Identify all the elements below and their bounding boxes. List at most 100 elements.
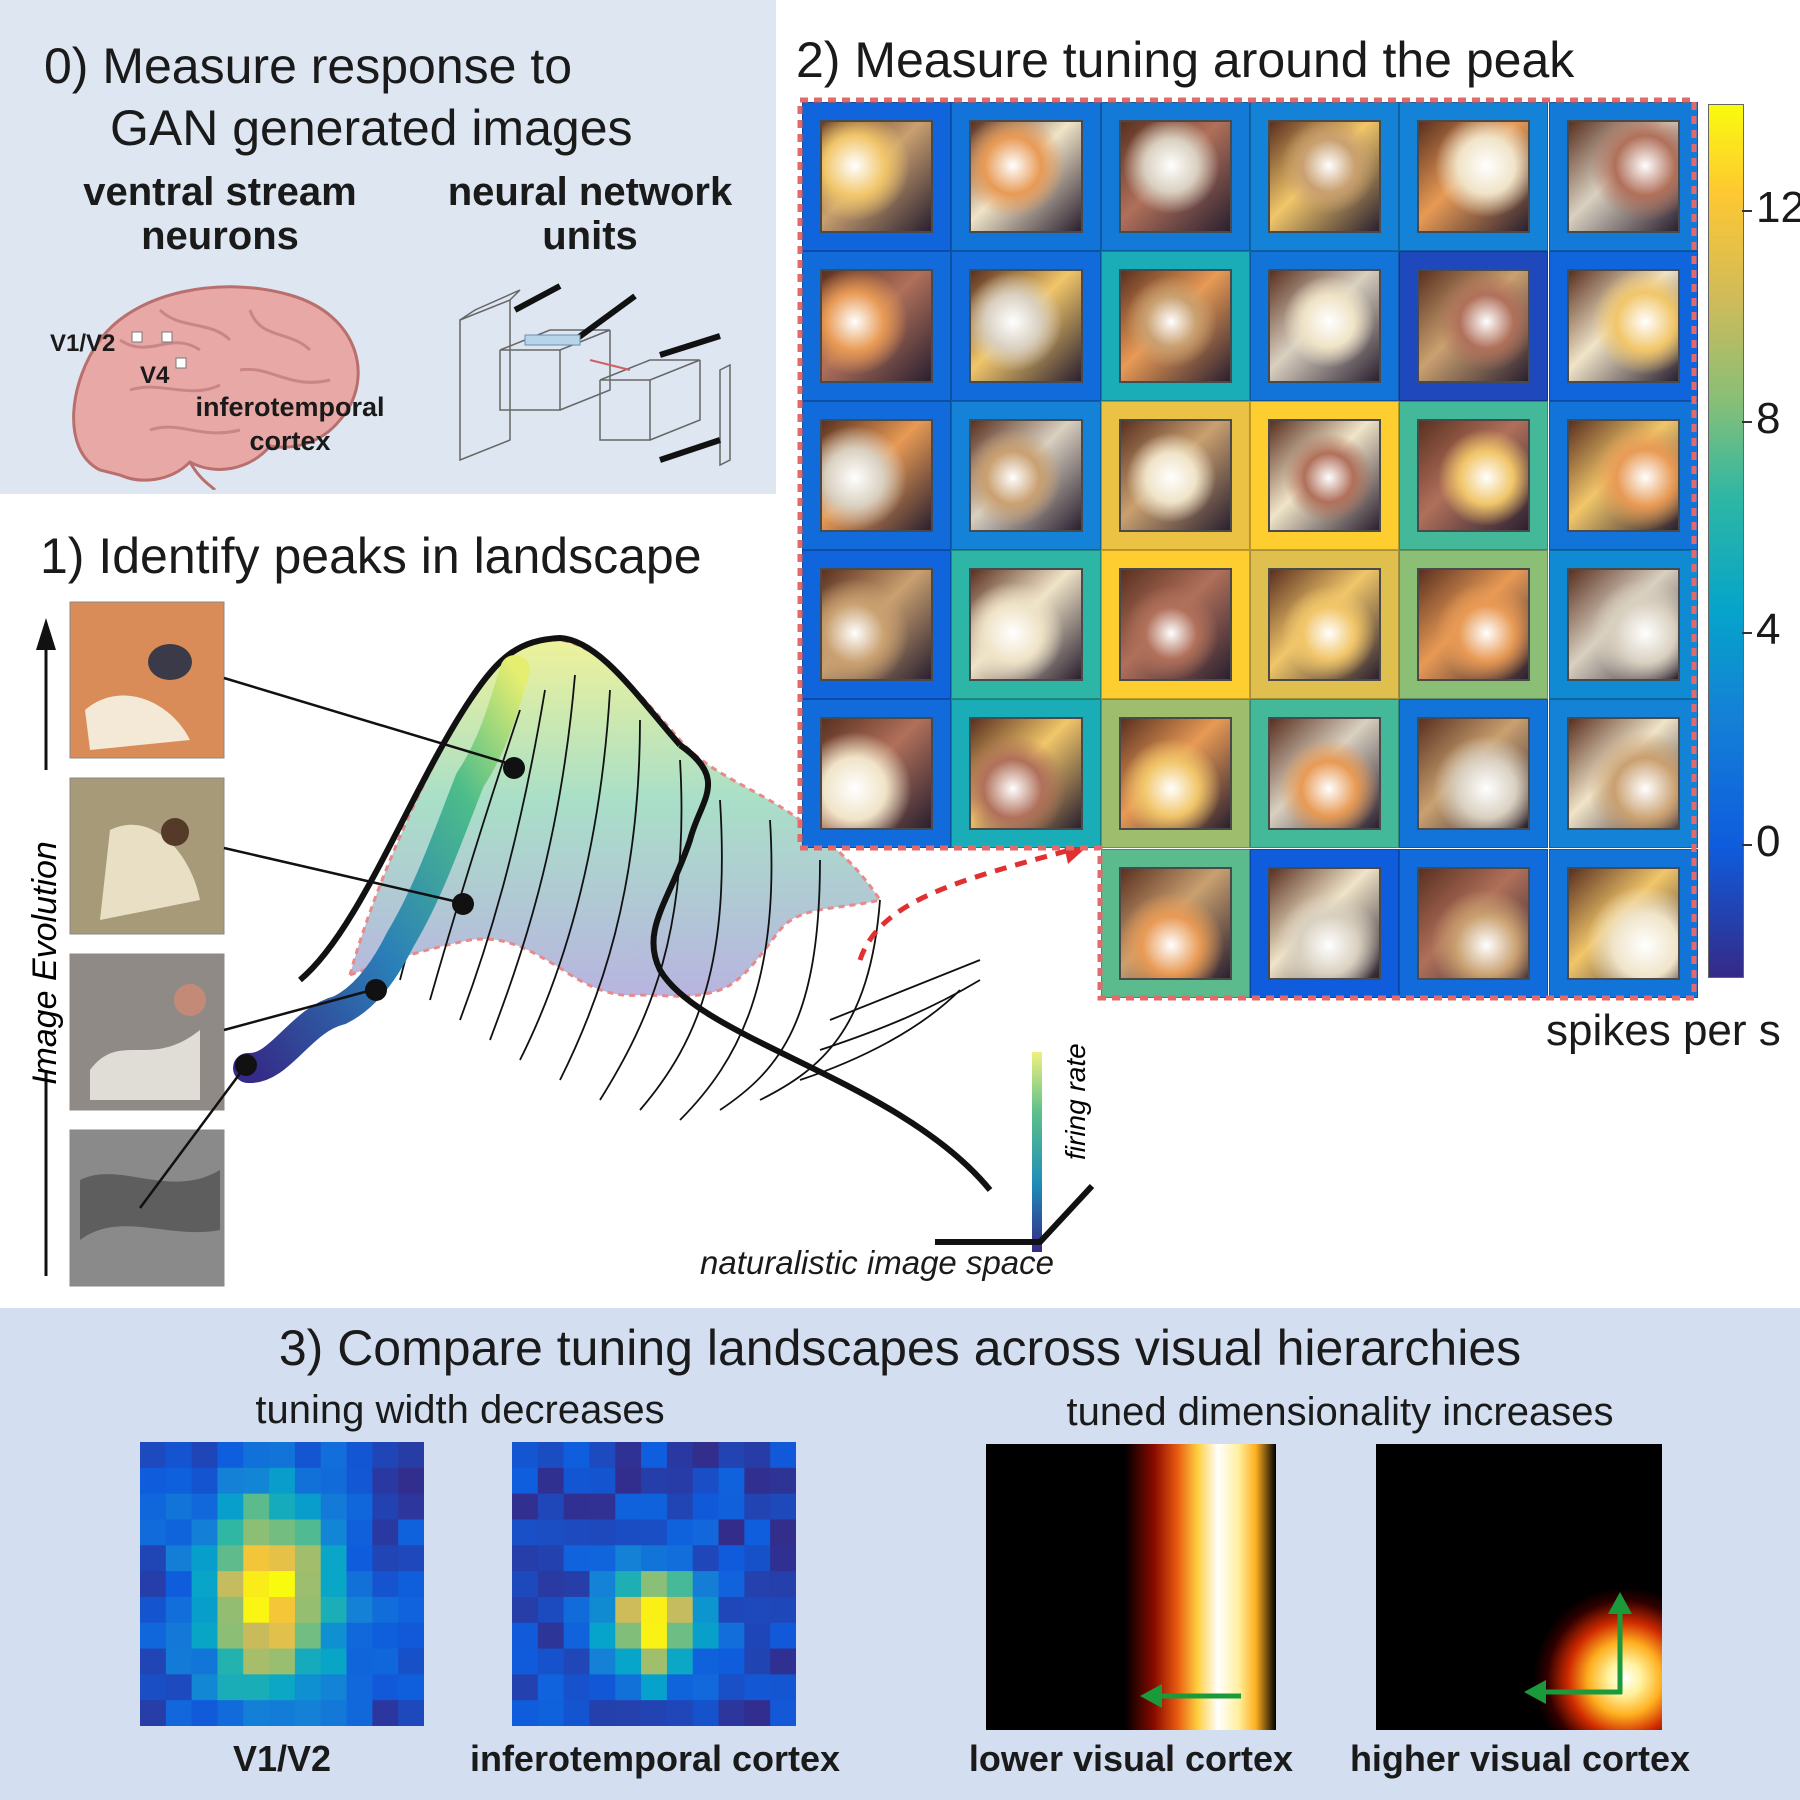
it-heatmap [512,1442,796,1726]
grid-image-r1-c6 [1566,120,1680,234]
grid-cell-r3-c4 [1249,400,1400,550]
green-arrowhead-horizontal [1524,1680,1546,1704]
colorbar-tick-4 [1742,632,1752,635]
grid-cell-r6-c6 [1548,848,1698,998]
grid-cell-r4-c1 [802,549,952,700]
grid-cell-r2-c3 [1100,251,1250,401]
higher-visual-cortex-map [1376,1444,1662,1730]
label-v1v2: V1/V2 [232,1738,332,1779]
grid-image-r6-c3 [1118,866,1232,980]
grid-image-r3-c5 [1417,418,1531,532]
grid-cell-r1-c6 [1548,102,1698,252]
panel-0-title-line2: GAN generated images [110,100,633,156]
grid-image-r2-c1 [820,269,934,383]
grid-cell-r2-c6 [1548,251,1698,401]
grid-image-r5-c2 [969,717,1083,831]
grid-image-r4-c5 [1417,567,1531,682]
grid-image-r5-c3 [1118,717,1232,831]
grid-cell-r2-c1 [802,251,952,401]
grid-image-r3-c3 [1118,418,1232,532]
ventral-stream-heading: ventral stream neurons [60,170,380,258]
colorbar-label-8: 8 [1756,394,1781,444]
grid-image-r6-c4 [1267,866,1382,980]
grid-cell-r1-c4 [1249,102,1400,252]
image-evolution-label: Image Evolution [26,841,64,1085]
green-arrowhead-left [1140,1684,1162,1708]
firing-rate-colorbar [1032,1052,1042,1252]
grid-cell-r4-c6 [1548,549,1698,700]
trajectory-points [235,757,525,1076]
grid-cell-r1-c1 [802,102,952,252]
grid-image-r4-c2 [969,567,1083,682]
grid-cell-r1-c2 [951,102,1101,252]
grid-cell-r5-c5 [1399,699,1549,849]
grid-cell-r3-c1 [802,400,952,550]
grid-image-r1-c5 [1417,120,1531,234]
image-space-axes [935,1183,1095,1245]
firing-rate-label: firing rate [1060,1043,1091,1160]
grid-image-r1-c1 [820,120,934,234]
brain-label-it-line2: cortex [249,426,331,456]
grid-cell-r2-c2 [951,251,1101,401]
grid-image-r3-c6 [1566,418,1680,532]
grid-cell-r2-c5 [1399,251,1549,401]
evolution-arrowhead [36,618,56,650]
landscape-figure: Image Evolution [26,601,1095,1287]
grid-image-r4-c6 [1566,567,1680,682]
colorbar-tick-0 [1742,843,1752,846]
label-inferotemporal-cortex: inferotemporal cortex [469,1738,841,1779]
colorbar-ticks: 12 8 4 0 [1742,104,1800,976]
brain-label-it: inferotemporal cortex [180,390,400,458]
label-higher-visual-cortex: higher visual cortex [1349,1738,1691,1779]
grid-image-r1-c4 [1267,120,1382,234]
brain-illustration [72,285,360,490]
colorbar-label-12: 12 [1756,182,1800,232]
grid-image-r5-c1 [820,717,934,831]
colorbar-units-label: spikes per s [1546,1006,1781,1055]
grid-cell-r3-c6 [1548,400,1698,550]
v4-marker [161,331,173,343]
v1v2-heatmap [140,1442,424,1726]
grid-image-r5-c6 [1566,717,1680,831]
grid-cell-r5-c3 [1100,699,1250,849]
spike-rate-colorbar [1708,104,1744,978]
landscape-outline [298,634,993,1192]
green-arrowhead-vertical [1608,1592,1632,1614]
grid-cell-r2-c4 [1249,251,1400,401]
grid-cell-r4-c5 [1399,549,1549,700]
panel-2-title: 2) Measure tuning around the peak [796,32,1575,88]
grid-image-r3-c4 [1267,418,1382,532]
grid-image-r6-c6 [1566,866,1680,980]
trajectory-point-3 [365,979,387,1001]
ventral-stream-heading-line2: neurons [141,214,299,258]
v1v2-marker [131,331,143,343]
grid-cell-r4-c4 [1249,549,1400,700]
thumbnail-connectors [138,676,511,1209]
peak-to-grid-arrow [857,847,1071,961]
grid-cell-r1-c3 [1100,102,1250,252]
colorbar-label-0: 0 [1756,816,1781,866]
grid-image-r4-c3 [1118,567,1232,682]
grid-image-r4-c4 [1267,567,1382,682]
grid-image-r2-c3 [1118,269,1232,383]
grid-cell-r6-c3 [1100,848,1250,998]
grid-cell-r5-c4 [1249,699,1400,849]
tuning-width-subtitle: tuning width decreases [255,1388,665,1432]
trajectory-point-start [235,1054,257,1076]
grid-image-r2-c2 [969,269,1083,383]
neural-network-illustration [459,283,731,467]
dimensionality-subtitle: tuned dimensionality increases [1066,1390,1614,1434]
grid-image-r5-c4 [1267,717,1382,831]
grid-image-r4-c1 [820,567,934,682]
grid-image-r3-c1 [820,418,934,532]
label-lower-visual-cortex: lower visual cortex [968,1738,1294,1779]
it-marker [175,357,187,369]
grid-image-r1-c2 [969,120,1083,234]
trajectory-point-2 [452,893,474,915]
grid-image-r2-c4 [1267,269,1382,383]
panel-1-title: 1) Identify peaks in landscape [40,528,702,584]
lower-visual-cortex-map [986,1444,1276,1730]
grid-image-r1-c3 [1118,120,1232,234]
grid-cell-r5-c2 [951,699,1101,849]
grid-cell-r6-c5 [1399,848,1549,998]
